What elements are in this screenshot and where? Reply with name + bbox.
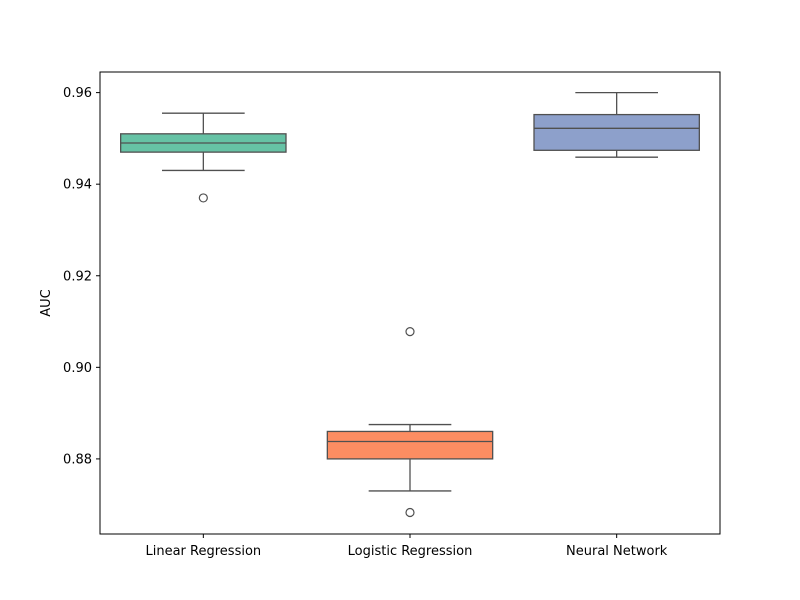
box-group [533, 91, 700, 158]
box-body [326, 430, 494, 460]
y-axis: 0.88 0.90 0.92 0.94 0.96 [63, 86, 100, 467]
y-tick-label: 0.94 [63, 178, 92, 193]
boxes-layer [120, 91, 700, 518]
y-axis-label: AUC [39, 289, 54, 317]
outlier-point [198, 193, 208, 203]
outlier-point [405, 507, 415, 518]
outlier-point [405, 327, 415, 337]
box-group [326, 327, 494, 518]
y-tick-label: 0.92 [63, 269, 92, 284]
y-tick-label: 0.96 [63, 86, 92, 101]
y-tick-label: 0.88 [63, 452, 92, 467]
x-tick-label: Linear Regression [146, 544, 262, 559]
x-tick-label: Neural Network [566, 544, 668, 559]
y-tick-label: 0.90 [63, 361, 92, 376]
box-body [533, 113, 700, 151]
x-tick-label: Logistic Regression [348, 544, 473, 559]
box-group [120, 112, 287, 203]
x-axis: Linear Regression Logistic Regression Neur… [146, 534, 668, 559]
